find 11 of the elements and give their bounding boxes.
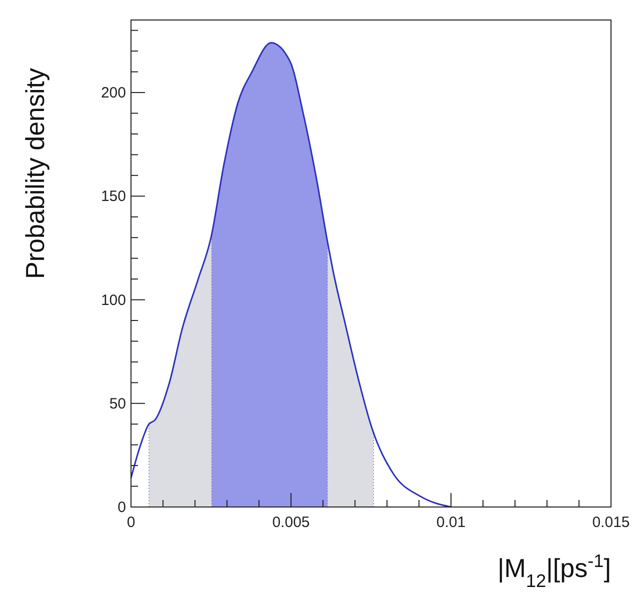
x-tick-label: 0.005 [272, 514, 310, 531]
x-axis-title: |M$_{12}$|[ps$^{-1}$] [498, 551, 611, 591]
y-tick-label: 150 [100, 188, 126, 206]
y-tick-label: 50 [109, 395, 126, 412]
line-series [130, 42, 452, 508]
x-tick-label: 0.015 [592, 514, 630, 531]
y-axis-title: Probability density [20, 68, 50, 279]
y-tick-label: 0 [118, 499, 126, 516]
y-tick-label: 200 [100, 84, 126, 102]
y-tick-label: 100 [100, 292, 126, 309]
x-tick-label: 0.01 [436, 514, 466, 531]
